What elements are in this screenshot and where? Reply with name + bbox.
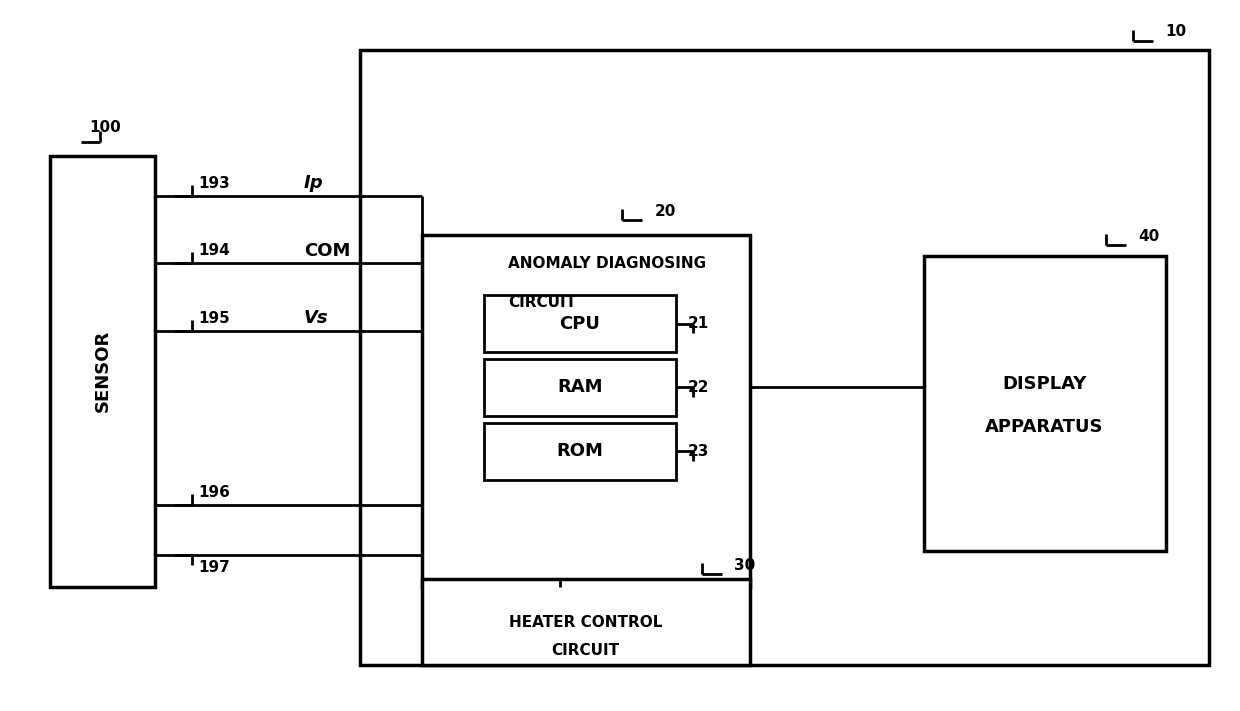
Text: COM: COM (304, 242, 350, 260)
Text: CIRCUIT: CIRCUIT (508, 294, 577, 310)
Text: Vs: Vs (304, 309, 329, 327)
Text: 20: 20 (655, 204, 676, 220)
Text: 193: 193 (198, 176, 231, 191)
Bar (422, 235, 750, 587)
Text: 21: 21 (688, 316, 709, 331)
Text: CPU: CPU (559, 314, 600, 333)
Text: HEATER CONTROL: HEATER CONTROL (508, 614, 662, 630)
Bar (484, 295, 676, 352)
Bar (484, 359, 676, 416)
Text: 195: 195 (198, 311, 231, 326)
Text: ROM: ROM (557, 442, 603, 461)
Text: 10: 10 (1166, 24, 1187, 40)
Text: 22: 22 (688, 380, 709, 395)
Text: 30: 30 (734, 557, 755, 573)
Text: SENSOR: SENSOR (93, 330, 112, 412)
Bar (50, 156, 155, 587)
Text: Ip: Ip (304, 174, 324, 192)
Text: RAM: RAM (557, 378, 603, 397)
Text: 23: 23 (688, 444, 709, 459)
Text: 100: 100 (89, 120, 122, 136)
Text: 40: 40 (1138, 228, 1159, 244)
Bar (484, 423, 676, 480)
Bar (422, 579, 750, 665)
Bar (924, 256, 1166, 551)
Text: APPARATUS: APPARATUS (985, 417, 1104, 436)
Text: CIRCUIT: CIRCUIT (552, 643, 619, 658)
Bar (360, 50, 1209, 665)
Text: 196: 196 (198, 485, 231, 500)
Text: ANOMALY DIAGNOSING: ANOMALY DIAGNOSING (508, 255, 707, 271)
Text: DISPLAY: DISPLAY (1002, 375, 1086, 393)
Text: 197: 197 (198, 560, 231, 574)
Text: 194: 194 (198, 243, 231, 258)
